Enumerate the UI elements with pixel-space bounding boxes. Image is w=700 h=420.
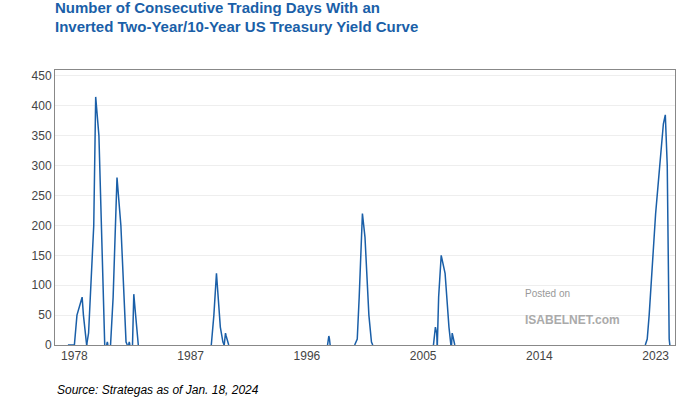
svg-text:150: 150 xyxy=(32,249,52,263)
svg-text:Number of Consecutive Trading: Number of Consecutive Trading Days With … xyxy=(55,0,418,35)
svg-text:250: 250 xyxy=(32,189,52,203)
svg-text:1996: 1996 xyxy=(294,349,321,363)
svg-text:200: 200 xyxy=(32,219,52,233)
svg-text:50: 50 xyxy=(38,308,52,322)
svg-text:2014: 2014 xyxy=(526,349,553,363)
svg-text:ISABELNET.com: ISABELNET.com xyxy=(525,313,620,327)
svg-text:100: 100 xyxy=(32,278,52,292)
svg-text:2005: 2005 xyxy=(410,349,437,363)
svg-text:300: 300 xyxy=(32,159,52,173)
svg-text:450: 450 xyxy=(32,69,52,83)
svg-text:1978: 1978 xyxy=(61,349,88,363)
svg-text:0: 0 xyxy=(45,338,52,352)
svg-text:2023: 2023 xyxy=(642,349,669,363)
svg-text:Posted on: Posted on xyxy=(525,288,570,299)
svg-text:350: 350 xyxy=(32,129,52,143)
svg-text:400: 400 xyxy=(32,99,52,113)
svg-text:Source: Strategas as of Jan. 1: Source: Strategas as of Jan. 18, 2024 xyxy=(57,383,259,397)
svg-text:1987: 1987 xyxy=(177,349,204,363)
